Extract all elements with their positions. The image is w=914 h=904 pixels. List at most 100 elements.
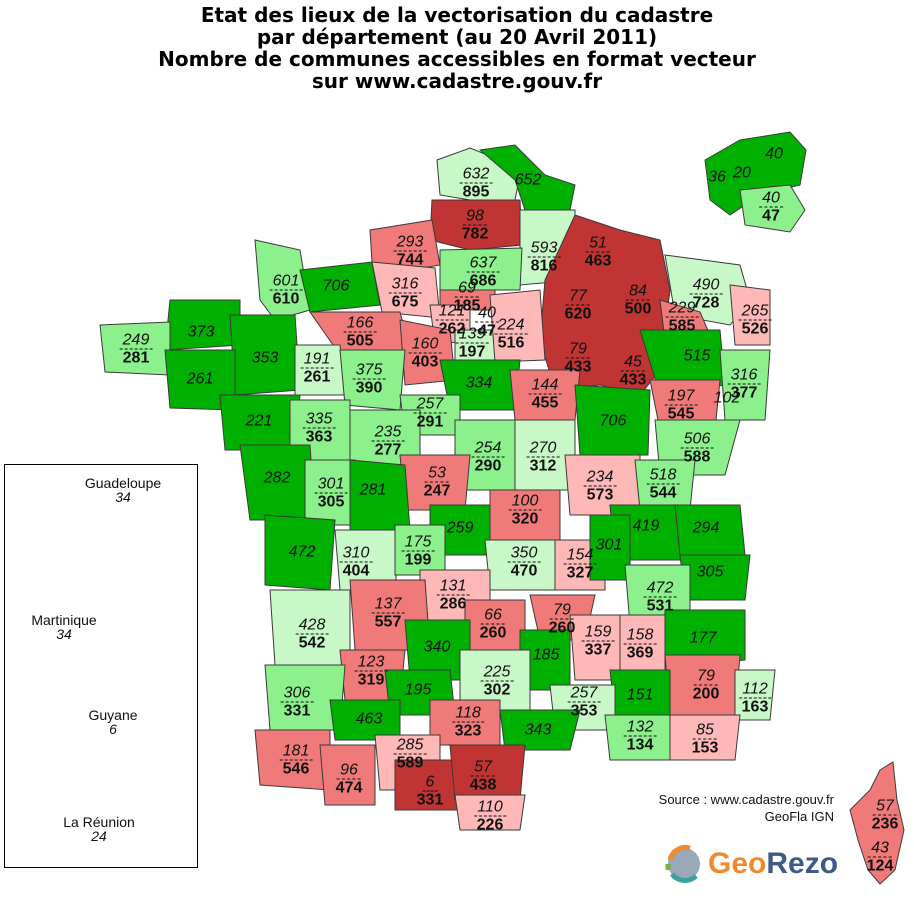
department-label: 77 620 bbox=[565, 288, 592, 323]
vector-communes-count: 139 bbox=[455, 326, 489, 344]
total-communes-count: 470 bbox=[510, 562, 538, 580]
overseas-label: Guyane 6 bbox=[88, 708, 137, 736]
vector-communes-count: 100 bbox=[508, 493, 542, 511]
total-communes-count: 291 bbox=[416, 413, 444, 431]
vector-communes-count: 53 bbox=[425, 465, 449, 483]
vector-communes-count: 43 bbox=[868, 840, 892, 858]
department-label: 515 bbox=[684, 348, 711, 365]
paris-inset bbox=[704, 131, 807, 233]
total-communes-count: 377 bbox=[730, 384, 758, 402]
vector-communes-count: 51 bbox=[586, 235, 610, 253]
total-communes-count: 319 bbox=[357, 671, 385, 689]
vector-communes-count: 419 bbox=[632, 517, 660, 535]
vector-communes-count: 706 bbox=[599, 412, 627, 430]
total-communes-count: 526 bbox=[741, 320, 769, 338]
total-communes-count: 542 bbox=[298, 634, 326, 652]
overseas-label: La Réunion 24 bbox=[63, 815, 135, 843]
total-communes-count: 153 bbox=[691, 739, 719, 757]
total-communes-count: 505 bbox=[346, 332, 374, 350]
total-communes-count: 260 bbox=[548, 619, 576, 637]
vector-communes-count: 110 bbox=[474, 799, 506, 817]
total-communes-count: 47 bbox=[478, 322, 496, 340]
total-communes-count: 404 bbox=[342, 562, 370, 580]
total-communes-count: 500 bbox=[624, 300, 652, 318]
vector-communes-count: 185 bbox=[532, 646, 560, 664]
vector-communes-count: 375 bbox=[352, 362, 386, 380]
vector-communes-count: 221 bbox=[245, 412, 273, 430]
vector-communes-count: 234 bbox=[583, 469, 617, 487]
department-label: 45 433 bbox=[620, 354, 647, 389]
vector-communes-count: 257 bbox=[567, 685, 601, 703]
vector-communes-count: 102 bbox=[713, 389, 741, 407]
vector-communes-count: 159 bbox=[581, 624, 615, 642]
vector-communes-count: 45 bbox=[621, 354, 645, 372]
overseas-label: Martinique 34 bbox=[31, 613, 96, 641]
department-label: 121 262 bbox=[435, 303, 469, 338]
department-label: 43 124 bbox=[867, 840, 894, 875]
department-label: 20 bbox=[733, 165, 751, 182]
department-label: 234 573 bbox=[583, 469, 617, 504]
overseas-value: 34 bbox=[56, 626, 72, 642]
vector-communes-count: 506 bbox=[680, 431, 714, 449]
vector-communes-count: 334 bbox=[465, 374, 493, 392]
overseas-value: 34 bbox=[115, 489, 131, 505]
total-communes-count: 261 bbox=[303, 368, 331, 386]
department-label: 57 438 bbox=[470, 759, 497, 794]
department-label: 175 199 bbox=[401, 534, 435, 569]
vector-communes-count: 316 bbox=[727, 367, 761, 385]
total-communes-count: 516 bbox=[497, 334, 525, 352]
department-label: 221 bbox=[246, 413, 273, 430]
overseas-value: 6 bbox=[109, 721, 117, 737]
department-label: 637 686 bbox=[466, 255, 500, 290]
total-communes-count: 610 bbox=[272, 290, 300, 308]
vector-communes-count: 84 bbox=[626, 283, 650, 301]
department-label: 301 305 bbox=[314, 476, 348, 511]
department-label: 151 bbox=[627, 687, 654, 704]
total-communes-count: 323 bbox=[454, 722, 482, 740]
department-label: 51 463 bbox=[585, 235, 612, 270]
total-communes-count: 331 bbox=[416, 791, 444, 809]
vector-communes-count: 259 bbox=[446, 519, 474, 537]
total-communes-count: 363 bbox=[305, 428, 333, 446]
vector-communes-count: 257 bbox=[413, 396, 447, 414]
department-label: 79 433 bbox=[565, 341, 592, 376]
department-label: 293 744 bbox=[393, 234, 427, 269]
total-communes-count: 544 bbox=[649, 484, 677, 502]
department-label: 137 557 bbox=[371, 596, 405, 631]
vector-communes-count: 593 bbox=[527, 240, 561, 258]
source-credit: Source : www.cadastre.gouv.fr GeoFla IGN bbox=[659, 791, 834, 825]
total-communes-count: 286 bbox=[439, 595, 467, 613]
department-label: 463 bbox=[356, 711, 383, 728]
department-label: 265 526 bbox=[738, 303, 772, 338]
department-label: 112 163 bbox=[739, 681, 771, 716]
vector-communes-count: 340 bbox=[423, 638, 451, 656]
overseas-value: 24 bbox=[91, 828, 107, 844]
vector-communes-count: 79 bbox=[694, 668, 718, 686]
department-label: 197 545 bbox=[664, 388, 698, 423]
title-line-4: sur www.cadastre.gouv.fr bbox=[311, 69, 603, 93]
department-label: 706 bbox=[323, 278, 350, 295]
department-label: 472 531 bbox=[643, 580, 677, 615]
vector-communes-count: 306 bbox=[280, 685, 314, 703]
vector-communes-count: 490 bbox=[689, 277, 723, 295]
vector-communes-count: 36 bbox=[708, 168, 726, 186]
title-line-2: par département (au 20 Avril 2011) bbox=[256, 25, 658, 49]
total-communes-count: 474 bbox=[335, 779, 363, 797]
department-label: 102 bbox=[714, 390, 741, 407]
vector-communes-count: 261 bbox=[186, 370, 214, 388]
total-communes-count: 327 bbox=[566, 564, 594, 582]
total-communes-count: 200 bbox=[692, 685, 720, 703]
vector-communes-count: 637 bbox=[466, 255, 500, 273]
vector-communes-count: 79 bbox=[566, 341, 590, 359]
vector-communes-count: 20 bbox=[733, 164, 751, 182]
total-communes-count: 546 bbox=[282, 760, 310, 778]
vector-communes-count: 310 bbox=[339, 545, 373, 563]
vector-communes-count: 281 bbox=[359, 481, 387, 499]
vector-communes-count: 229 bbox=[665, 300, 699, 318]
total-communes-count: 895 bbox=[462, 183, 490, 201]
title-line-1: Etat des lieux de la vectorisation du ca… bbox=[200, 3, 714, 27]
department-label: 154 327 bbox=[563, 547, 597, 582]
vector-communes-count: 316 bbox=[388, 276, 422, 294]
vector-communes-count: 66 bbox=[481, 607, 505, 625]
